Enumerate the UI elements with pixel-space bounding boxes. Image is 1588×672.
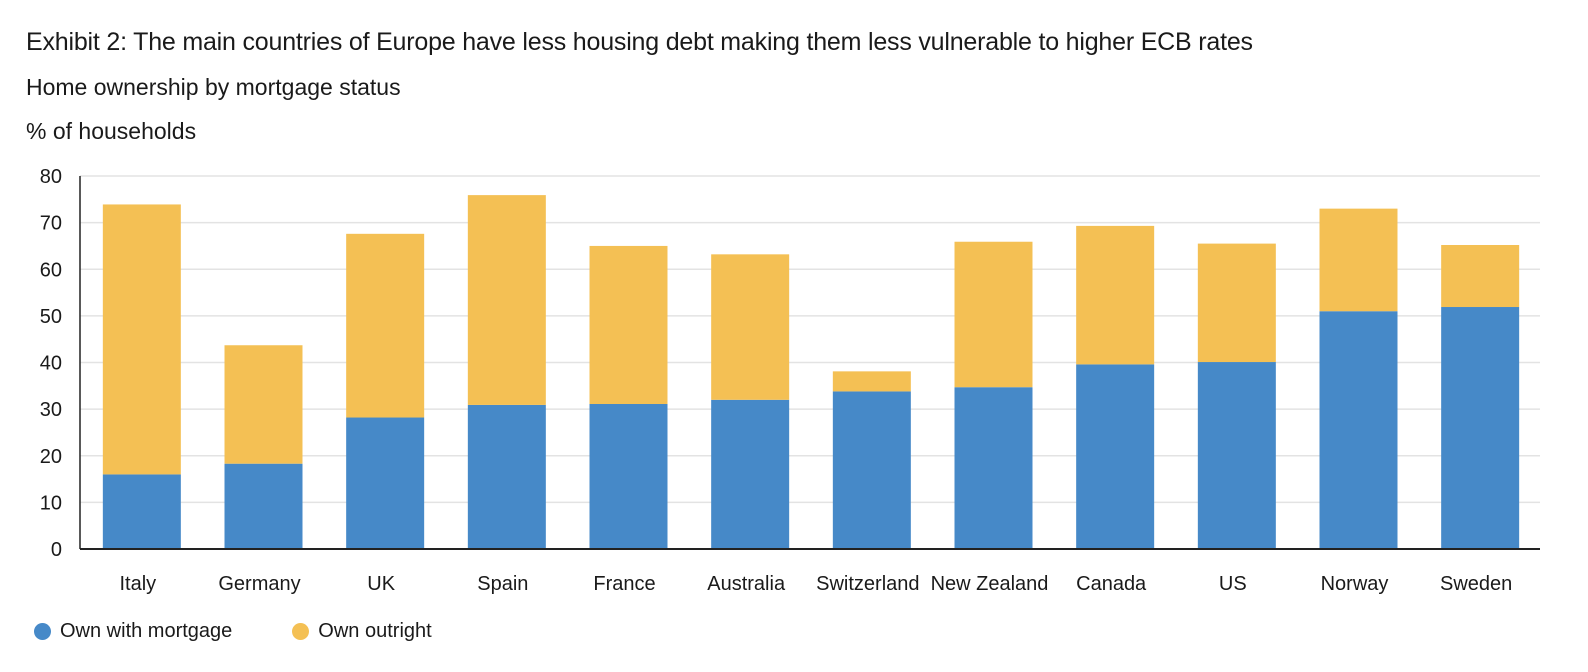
bar-mortgage [224,463,303,549]
chart-subtitle: Home ownership by mortgage status [26,74,401,100]
y-tick-label: 80 [40,166,62,188]
bar-outright [467,195,546,405]
bar-outright [1197,243,1276,363]
bars [102,195,1520,549]
unit-label: % of households [26,118,197,144]
y-tick-label: 50 [40,306,62,328]
bar-mortgage [102,474,181,549]
bar-outright [954,241,1033,388]
y-axis-ticks: 0 10 20 30 40 50 60 70 80 [40,166,62,561]
bar-mortgage [832,391,911,549]
bar-mortgage [467,404,546,549]
bar-mortgage [346,417,425,549]
x-tick-label: Canada [1076,573,1147,595]
x-axis-ticks: Italy Germany UK Spain France Australia Switze… [119,573,1512,595]
legend-swatch-mortgage [34,623,51,640]
x-tick-label: Australia [707,573,786,595]
x-tick-label: France [593,573,655,595]
x-tick-label: Sweden [1440,573,1512,595]
x-tick-label: Italy [119,573,156,595]
y-tick-label: 0 [51,539,62,561]
x-tick-label: New Zealand [931,573,1049,595]
legend-swatch-outright [292,623,310,640]
y-tick-label: 40 [40,353,62,375]
y-tick-label: 60 [40,259,62,281]
bar-mortgage [1076,364,1155,549]
bar-mortgage [1197,362,1276,549]
bar-mortgage [954,387,1033,549]
bar-mortgage [711,399,790,549]
legend-item-mortgage: Own with mortgage [34,620,232,643]
bar-mortgage [589,403,668,549]
bar-outright [346,233,425,418]
bar-outright [589,245,668,404]
x-tick-label: Norway [1321,573,1389,595]
x-tick-label: Switzerland [816,573,919,595]
x-tick-label: US [1219,573,1247,595]
bar-outright [1076,225,1155,365]
bar-mortgage [1441,307,1520,549]
gridlines [80,175,1540,504]
bar-outright [711,254,790,400]
legend-item-outright: Own outright [292,620,432,643]
legend-label-outright: Own outright [318,620,432,642]
bar-outright [832,371,911,392]
bar-outright [224,345,303,464]
bar-outright [1441,245,1520,308]
x-tick-label: UK [367,573,395,595]
legend-label-mortgage: Own with mortgage [60,620,233,642]
y-tick-label: 70 [40,213,62,235]
legend: Own with mortgage Own outright [34,620,492,643]
y-tick-label: 10 [40,492,62,514]
y-tick-label: 30 [40,399,62,421]
bar-mortgage [1319,311,1398,549]
bar-outright [1319,208,1398,312]
chart-title: Exhibit 2: The main countries of Europe … [26,28,1253,56]
x-tick-label: Spain [477,573,528,595]
x-tick-label: Germany [218,573,300,595]
bar-outright [102,204,181,475]
y-tick-label: 20 [40,446,62,468]
